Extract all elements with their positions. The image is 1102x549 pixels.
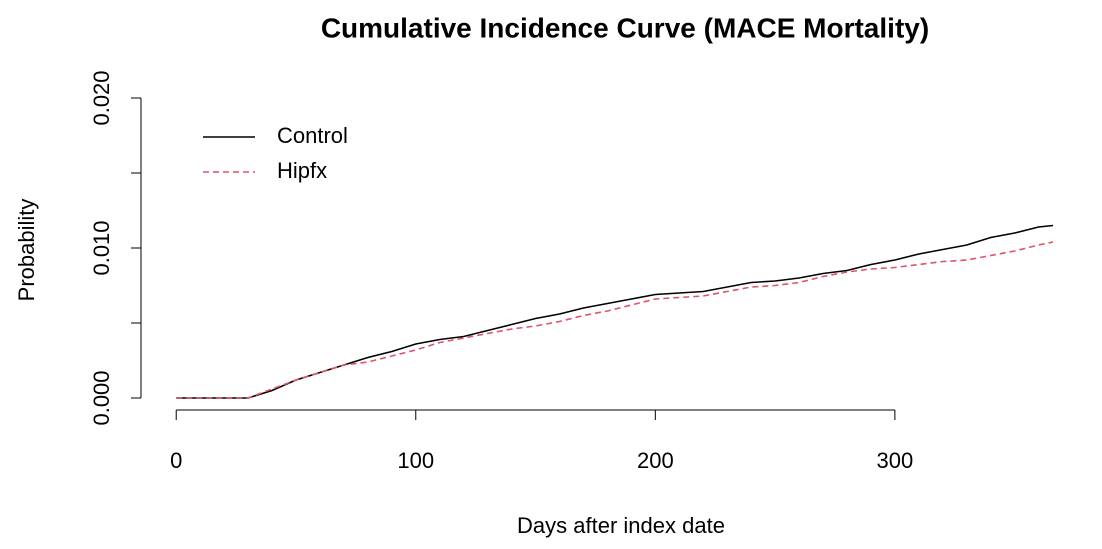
series-line bbox=[176, 224, 1054, 399]
x-axis-label: Days after index date bbox=[517, 513, 725, 538]
x-tick-label: 100 bbox=[397, 448, 434, 473]
legend-label: Hipfx bbox=[277, 158, 327, 183]
y-tick-label: 0.020 bbox=[89, 70, 114, 125]
x-tick-label: 200 bbox=[637, 448, 674, 473]
chart-title: Cumulative Incidence Curve (MACE Mortali… bbox=[321, 12, 929, 43]
x-tick-label: 0 bbox=[170, 448, 182, 473]
y-axis-label: Probability bbox=[14, 199, 39, 302]
x-tick-label: 300 bbox=[877, 448, 914, 473]
y-tick-label: 0.000 bbox=[89, 370, 114, 425]
series-line bbox=[176, 241, 1054, 399]
y-tick-label: 0.010 bbox=[89, 220, 114, 275]
legend-label: Control bbox=[277, 123, 348, 148]
